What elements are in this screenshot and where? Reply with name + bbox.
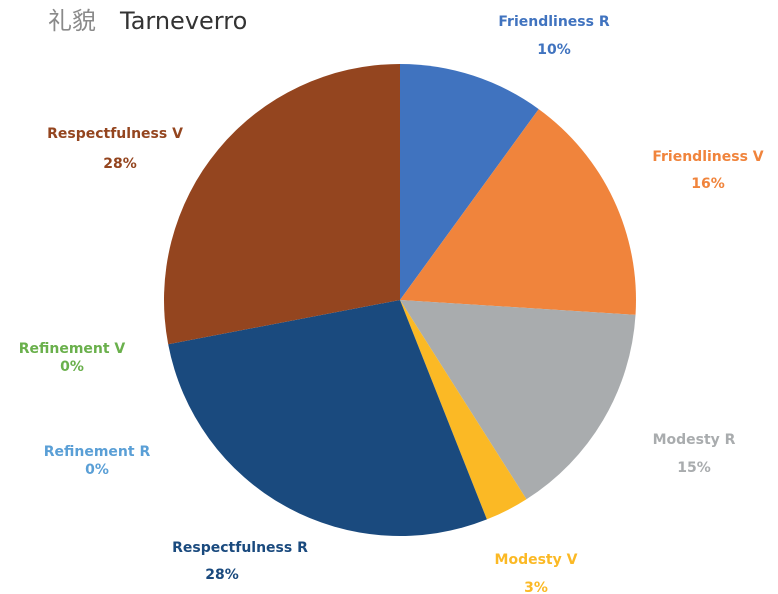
pie-slice [168, 300, 487, 536]
slice-value-label: 0% [60, 359, 84, 375]
slice-label: Modesty R [653, 432, 736, 448]
pie-slice [400, 300, 527, 520]
chart-subtitle: Tarneverro [119, 7, 247, 35]
slice-value-label: 28% [103, 156, 137, 172]
pie-slice [400, 300, 636, 500]
slice-value-label: 16% [691, 176, 725, 192]
slice-label: Modesty V [495, 552, 578, 568]
pie-slice [400, 109, 636, 315]
slice-label: Refinement V [19, 341, 126, 357]
slice-value-label: 28% [205, 567, 239, 583]
slice-label: Friendliness R [498, 14, 609, 30]
slice-value-label: 10% [537, 42, 571, 58]
slice-label: Refinement R [44, 444, 151, 460]
pie-slice [163, 64, 400, 345]
pie-slice [400, 64, 539, 300]
slice-label: Friendliness V [652, 149, 763, 165]
slice-value-label: 3% [524, 580, 548, 594]
slice-value-label: 0% [85, 462, 109, 478]
slice-value-label: 15% [677, 460, 711, 476]
chart-title: 礼貌 [48, 7, 96, 35]
slice-label: Respectfulness V [47, 126, 183, 142]
slice-label: Respectfulness R [172, 540, 308, 556]
